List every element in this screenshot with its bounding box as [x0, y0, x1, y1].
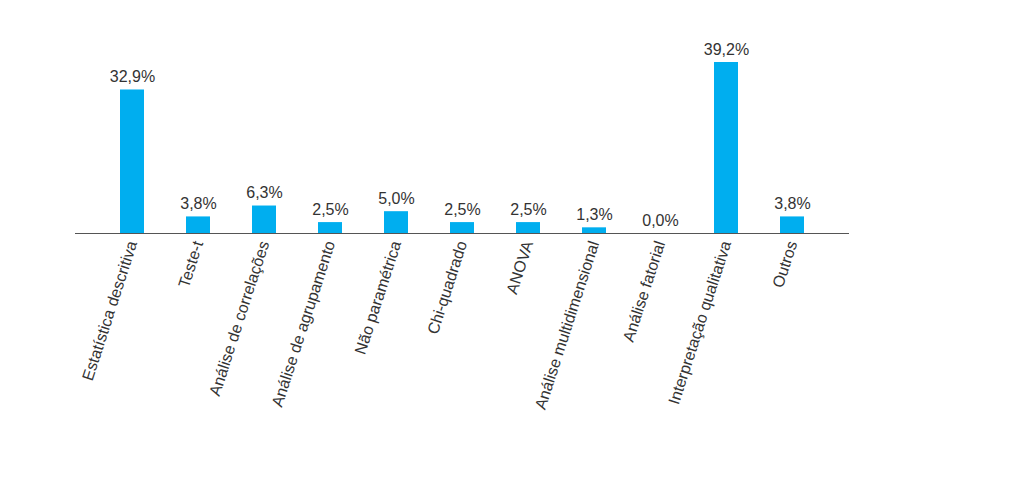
svg-text:Outros: Outros [769, 239, 800, 290]
svg-text:Não paramétrica: Não paramétrica [352, 239, 405, 357]
svg-text:Análise fatorial: Análise fatorial [620, 239, 669, 344]
svg-text:Análise multidimensional: Análise multidimensional [532, 239, 603, 412]
svg-text:2,5%: 2,5% [444, 201, 480, 218]
svg-text:2,5%: 2,5% [312, 201, 348, 218]
svg-text:1,3%: 1,3% [576, 206, 612, 223]
svg-text:Estatística descritiva: Estatística descritiva [79, 239, 140, 383]
svg-text:Teste-t: Teste-t [175, 238, 206, 289]
svg-text:Interpretação qualitativa: Interpretação qualitativa [665, 239, 734, 407]
svg-text:32,9%: 32,9% [110, 68, 155, 85]
svg-text:3,8%: 3,8% [180, 195, 216, 212]
svg-text:Análise de agrupamento: Análise de agrupamento [268, 239, 338, 409]
svg-text:Chi-quadrado: Chi-quadrado [424, 239, 470, 337]
svg-text:ANOVA: ANOVA [503, 238, 536, 296]
svg-text:3,8%: 3,8% [774, 195, 810, 212]
svg-text:Análise de correlações: Análise de correlações [206, 239, 272, 398]
svg-text:39,2%: 39,2% [704, 41, 749, 58]
svg-text:2,5%: 2,5% [510, 201, 546, 218]
svg-text:6,3%: 6,3% [246, 184, 282, 201]
svg-text:5,0%: 5,0% [378, 190, 414, 207]
svg-text:0,0%: 0,0% [642, 212, 678, 229]
